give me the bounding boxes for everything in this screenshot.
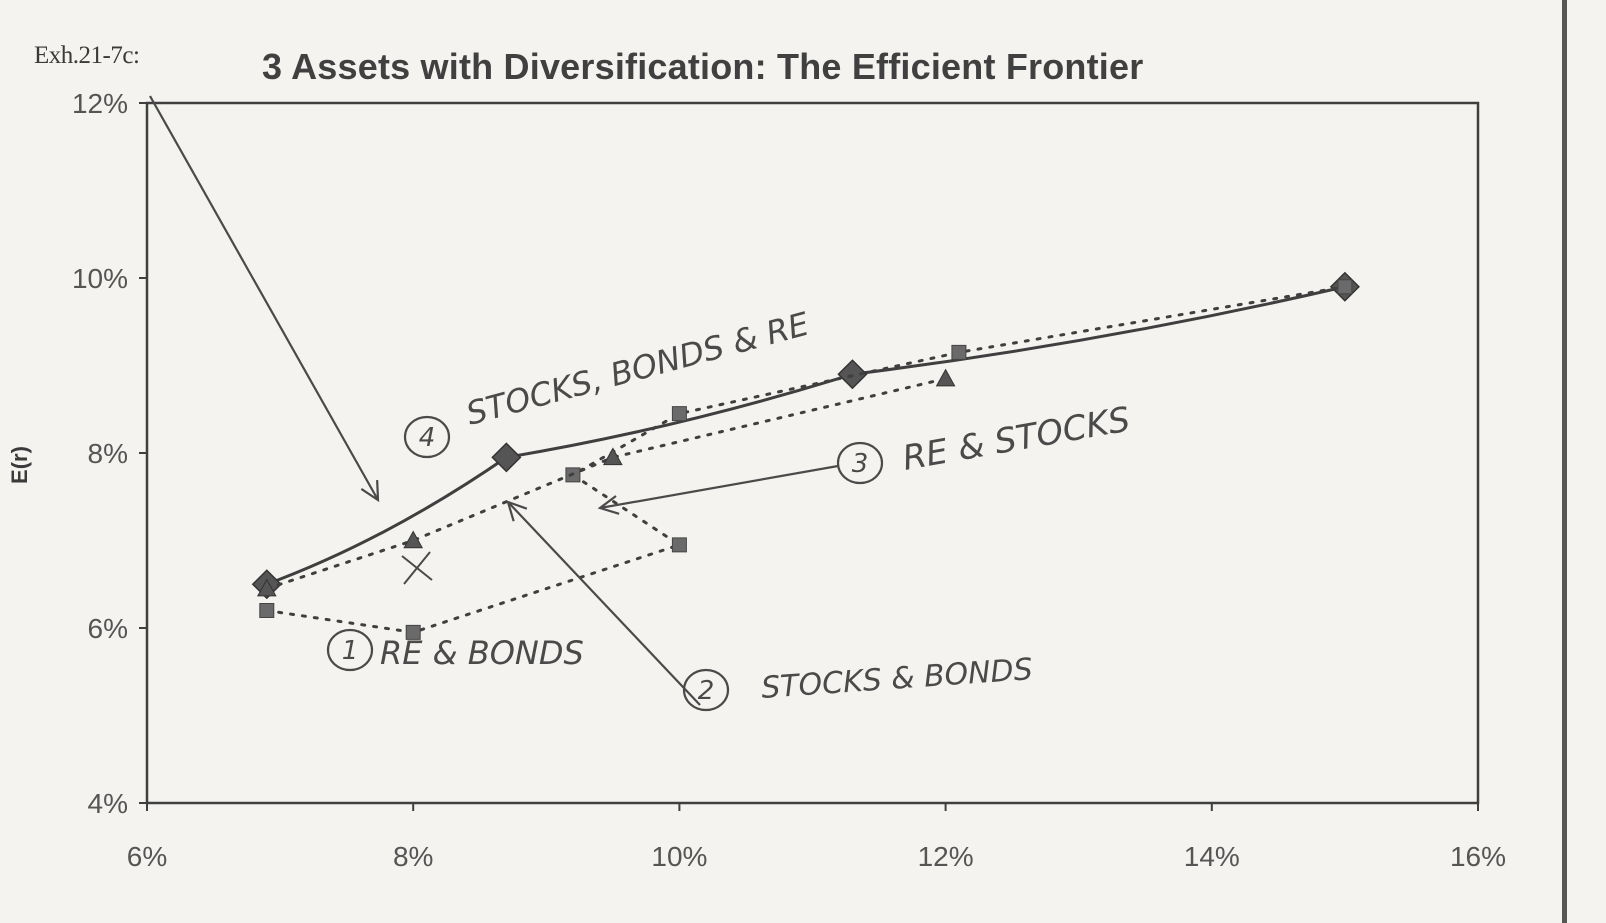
x-tick-label: 8% bbox=[393, 841, 433, 872]
pencil-x-mark bbox=[401, 551, 433, 585]
annotation-4: 4 STOCKS, BONDS & RE bbox=[403, 305, 814, 459]
x-tick-label: 6% bbox=[127, 841, 167, 872]
annotation-circle bbox=[682, 668, 730, 712]
y-tick-label: 6% bbox=[88, 613, 128, 644]
y-tick-label: 8% bbox=[88, 438, 128, 469]
annotation-text: STOCKS & BONDS bbox=[760, 652, 1034, 706]
x-tick-label: 16% bbox=[1450, 841, 1506, 872]
y-tick-label: 10% bbox=[72, 263, 128, 294]
data-point-triangle bbox=[403, 530, 424, 549]
data-point-square bbox=[1337, 279, 1353, 295]
annotation-2: 2 STOCKS & BONDS bbox=[682, 652, 1034, 712]
arrow-head bbox=[360, 479, 380, 503]
annotation-number: 3 bbox=[852, 449, 869, 479]
x-tick-label: 12% bbox=[918, 841, 974, 872]
data-point-diamond bbox=[491, 442, 522, 473]
series-line bbox=[266, 285, 1346, 586]
exhibit-label: Exh.21-7c: bbox=[34, 42, 140, 69]
annotation-arrow bbox=[597, 464, 839, 515]
annotation-number: 4 bbox=[419, 423, 436, 453]
chart-title: 3 Assets with Diversification: The Effic… bbox=[262, 46, 1144, 87]
scan-edge bbox=[1562, 0, 1567, 923]
arrow-head bbox=[597, 495, 620, 515]
y-tick-label: 4% bbox=[88, 788, 128, 819]
axis-ticks: 6% 8% 10% 12% 14% 16% 4% 6% 8% 10% 12% bbox=[72, 88, 1506, 872]
annotation-arrow bbox=[149, 95, 380, 503]
arrow-head bbox=[506, 500, 528, 522]
data-point-square bbox=[405, 624, 421, 640]
annotation-circle bbox=[403, 415, 451, 459]
annotation-3: 3 RE & STOCKS bbox=[836, 400, 1133, 485]
annotation-circle bbox=[836, 441, 884, 485]
annotation-layer: 4 STOCKS, BONDS & RE 3 RE & STOCKS 1 RE & BON… bbox=[149, 95, 1133, 712]
annotation-arrow bbox=[506, 500, 701, 706]
data-point-triangle bbox=[603, 447, 623, 466]
annotation-text: STOCKS, BONDS & RE bbox=[462, 305, 813, 433]
data-point-triangle bbox=[256, 578, 277, 597]
x-tick-label: 14% bbox=[1184, 841, 1240, 872]
arrow-shaft bbox=[599, 464, 839, 510]
annotation-1: 1 RE & BONDS bbox=[326, 628, 584, 672]
annotation-text: RE & BONDS bbox=[380, 634, 584, 672]
pencil-stroke bbox=[403, 551, 431, 585]
arrow-shaft bbox=[507, 501, 701, 706]
annotation-circle bbox=[326, 628, 374, 672]
data-point-square bbox=[259, 603, 275, 618]
data-point-triangle bbox=[935, 368, 956, 387]
annotation-number: 1 bbox=[342, 636, 359, 666]
data-point-square bbox=[951, 344, 967, 360]
annotation-text: RE & STOCKS bbox=[900, 400, 1133, 479]
x-tick-label: 10% bbox=[651, 841, 707, 872]
data-point-square bbox=[671, 406, 687, 422]
series-layer bbox=[251, 271, 1360, 640]
data-point-square bbox=[671, 537, 687, 553]
series-line bbox=[265, 377, 948, 591]
series-3 bbox=[256, 368, 956, 597]
annotation-number: 2 bbox=[698, 676, 715, 706]
arrow-shaft bbox=[149, 95, 379, 501]
data-point-diamond bbox=[837, 359, 868, 390]
y-tick-label: 12% bbox=[72, 88, 128, 119]
